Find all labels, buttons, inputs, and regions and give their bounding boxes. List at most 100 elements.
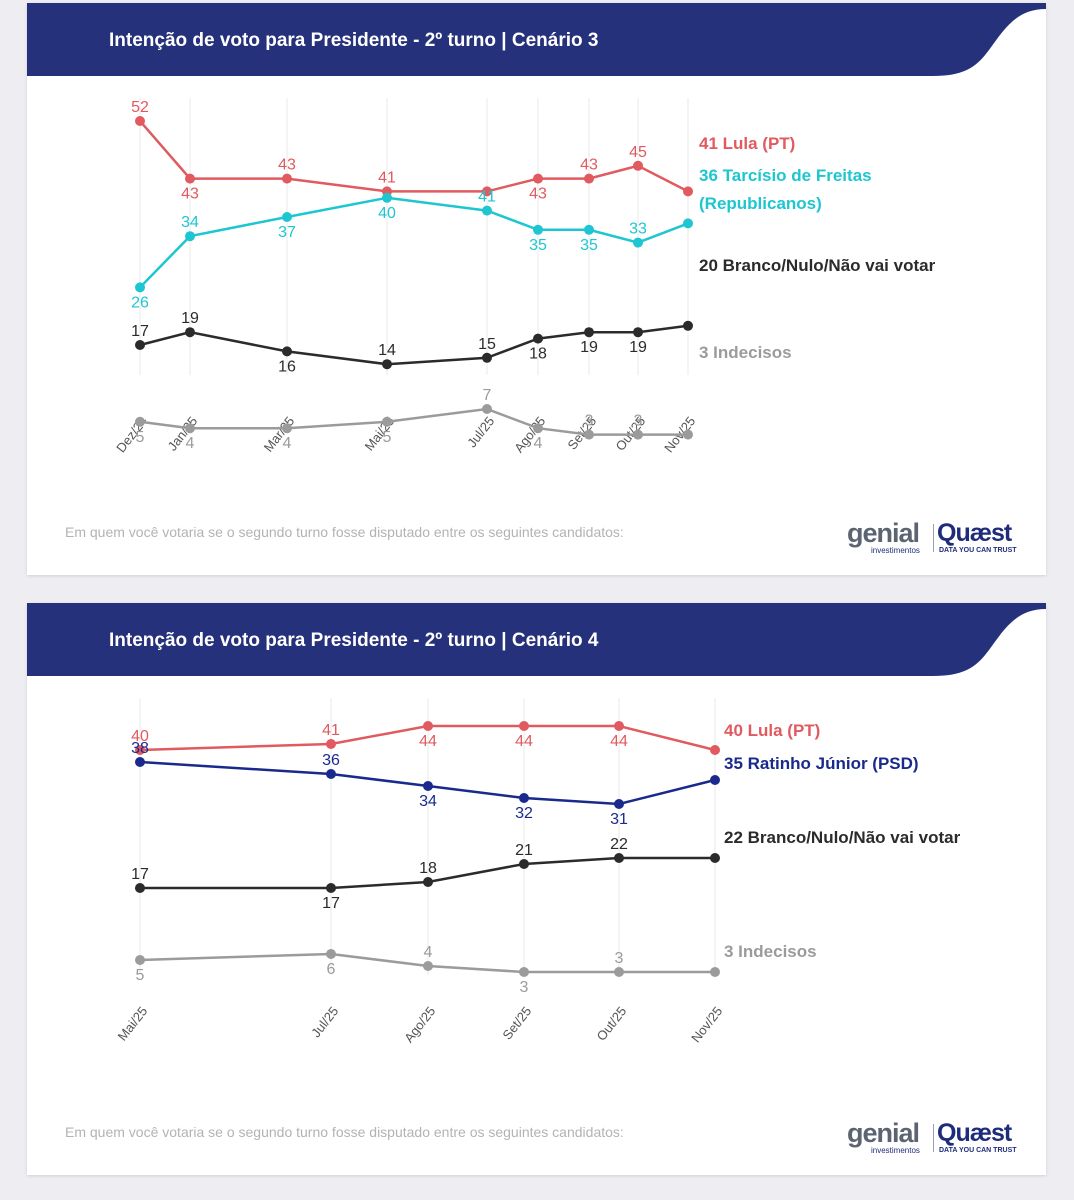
data-label: 37: [278, 224, 296, 241]
x-tick-label: Set/25: [499, 1004, 534, 1043]
series-end-label: 20 Branco/Nulo/Não vai votar: [699, 256, 936, 275]
quaest-logo: Quæst: [937, 519, 1012, 547]
data-label: 34: [419, 793, 437, 810]
x-tick-label: Nov/25: [688, 1004, 725, 1046]
series-end-label: 22 Branco/Nulo/Não vai votar: [724, 828, 961, 847]
quaest-logo: Quæst: [937, 1119, 1012, 1147]
data-point: [482, 352, 492, 363]
data-label: 43: [278, 157, 296, 174]
series-line: [139, 120, 689, 193]
logos: genial investimentos Quæst DATA YOU CAN …: [847, 520, 1017, 556]
chart-card-cenario-4: Intenção de voto para Presidente - 2º tu…: [27, 603, 1046, 1175]
data-label: 19: [629, 339, 647, 356]
data-label: 40: [131, 728, 149, 745]
data-label: 43: [529, 186, 547, 203]
data-label: 35: [580, 237, 598, 254]
data-label: 14: [378, 342, 396, 359]
data-point: [423, 877, 433, 887]
data-label: 36: [322, 752, 340, 769]
data-point: [482, 205, 492, 216]
data-label: 40: [378, 205, 396, 222]
data-point: [710, 775, 720, 785]
data-point: [382, 416, 392, 427]
data-point: [519, 967, 529, 977]
footnote: Em quem você votaria se o segundo turno …: [65, 524, 624, 540]
data-label: 5: [136, 967, 145, 984]
data-point: [423, 721, 433, 731]
data-point: [519, 793, 529, 803]
genial-logo: genial: [847, 518, 920, 548]
data-label: 35: [529, 237, 547, 254]
data-point: [282, 423, 292, 434]
data-label: 44: [515, 733, 533, 750]
data-point: [282, 173, 292, 184]
data-point: [710, 853, 720, 863]
data-point: [584, 224, 594, 235]
data-label: 15: [478, 336, 496, 353]
chart-title: Intenção de voto para Presidente - 2º tu…: [109, 30, 599, 51]
data-label: 3: [615, 950, 624, 967]
data-label: 52: [131, 99, 149, 116]
data-label: 33: [629, 221, 647, 238]
data-point: [423, 781, 433, 791]
data-label: 4: [424, 944, 433, 961]
data-label: 44: [419, 733, 437, 750]
data-label: 16: [278, 358, 296, 375]
logo-separator: [933, 524, 934, 552]
logos: genial investimentos Quæst DATA YOU CAN …: [847, 1120, 1017, 1156]
data-point: [423, 961, 433, 971]
data-label: 5: [136, 429, 145, 446]
series-line: [139, 760, 716, 806]
data-point: [135, 757, 145, 767]
data-label: 17: [131, 323, 149, 340]
data-label: 5: [383, 429, 392, 446]
x-tick-label: Jan/25: [165, 414, 201, 454]
series-end-label: 3 Indecisos: [724, 942, 817, 961]
data-label: 17: [322, 895, 340, 912]
data-label: 41: [378, 169, 396, 186]
data-point: [135, 116, 145, 126]
data-point: [326, 769, 336, 779]
chart-title: Intenção de voto para Presidente - 2º tu…: [109, 630, 599, 651]
data-point: [185, 173, 195, 184]
x-tick-label: Mai/25: [362, 414, 398, 454]
logo-separator: [933, 1124, 934, 1152]
data-point: [584, 173, 594, 184]
x-tick-label: Dez/24: [113, 414, 150, 456]
data-label: 38: [131, 740, 149, 757]
data-point: [519, 859, 529, 869]
data-label: 43: [181, 186, 199, 203]
data-point: [519, 721, 529, 731]
data-point: [326, 949, 336, 959]
banner-shape: [27, 3, 1046, 76]
data-label: 32: [515, 805, 533, 822]
data-label: 4: [534, 435, 543, 452]
data-label: 18: [419, 860, 437, 877]
quaest-logo-subtitle: DATA YOU CAN TRUST: [939, 547, 1017, 554]
x-tick-label: Mai/25: [115, 1004, 151, 1044]
data-label: 19: [181, 310, 199, 327]
data-label: 4: [283, 435, 292, 452]
data-point: [326, 883, 336, 893]
data-point: [135, 416, 145, 427]
footnote: Em quem você votaria se o segundo turno …: [65, 1124, 624, 1140]
data-label: 45: [629, 144, 647, 161]
data-point: [683, 320, 693, 331]
data-label: 21: [515, 842, 533, 859]
series-end-label-line2: (Republicanos): [699, 194, 822, 213]
data-point: [135, 745, 145, 755]
data-point: [710, 745, 720, 755]
data-point: [683, 429, 693, 440]
data-point: [533, 224, 543, 235]
data-point: [633, 160, 643, 171]
data-point: [135, 955, 145, 965]
series-line: [139, 724, 716, 752]
data-point: [584, 429, 594, 440]
x-tick-label: Ago/25: [401, 1004, 438, 1046]
data-label: 6: [327, 961, 336, 978]
chart-banner: Intenção de voto para Presidente - 2º tu…: [27, 603, 1046, 678]
data-point: [326, 739, 336, 749]
data-label: 17: [131, 866, 149, 883]
data-point: [633, 327, 643, 338]
data-label: 3: [585, 413, 594, 430]
